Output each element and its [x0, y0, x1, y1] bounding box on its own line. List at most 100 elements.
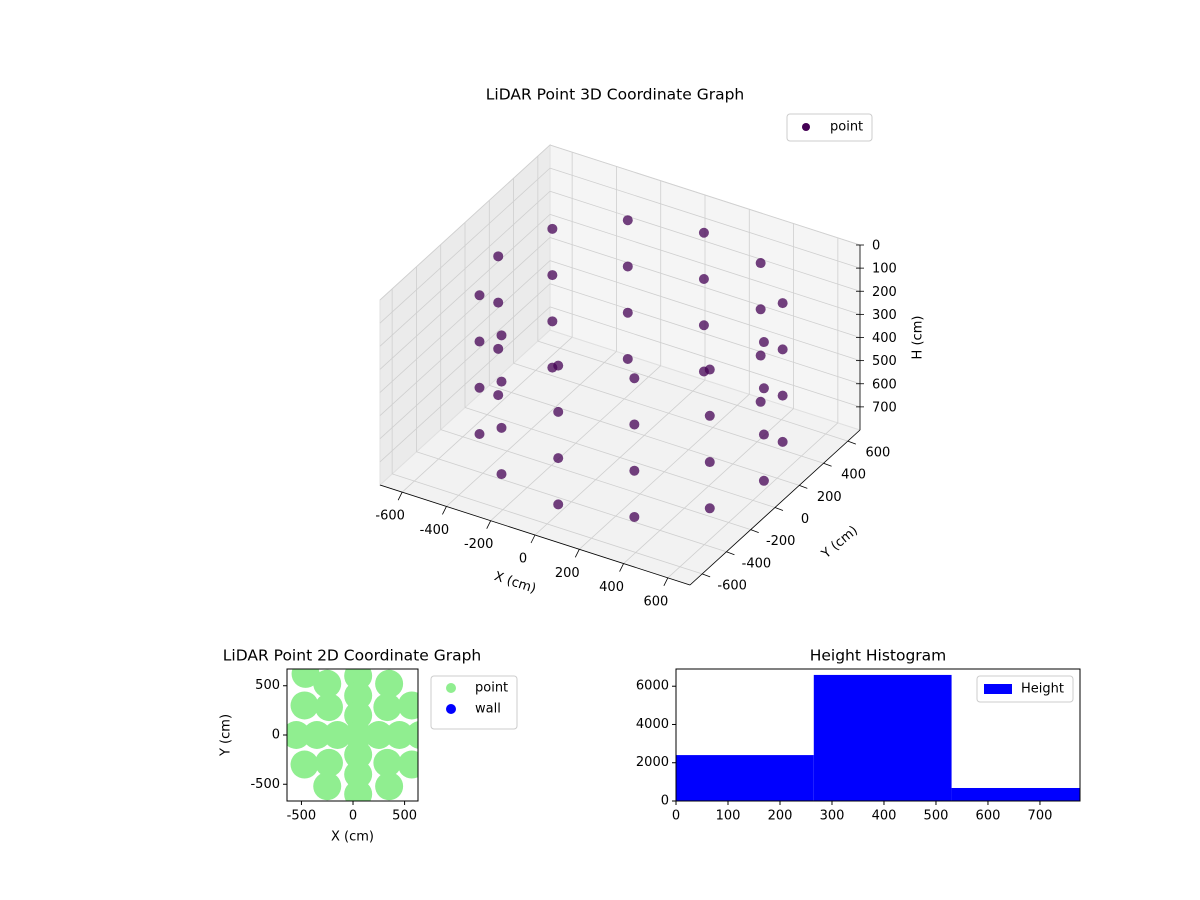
tick-mark: [574, 549, 580, 558]
y-tick-label: 200: [817, 490, 842, 505]
x-tick-label: -200: [464, 537, 494, 552]
grid-line: [549, 144, 861, 246]
y-tick-label: 600: [865, 446, 890, 461]
point: [373, 748, 402, 777]
x-tick-label: 300: [820, 809, 845, 824]
point: [474, 429, 485, 440]
chart-title: Height Histogram: [810, 647, 947, 665]
point: [314, 693, 343, 722]
point: [553, 499, 564, 510]
grid-line: [379, 306, 551, 463]
z-tick-label: 500: [872, 354, 897, 369]
z-tick-label: 300: [872, 308, 897, 323]
point: [704, 503, 715, 514]
legend-marker: [446, 683, 456, 693]
point: [474, 290, 485, 301]
point: [704, 364, 715, 375]
grid-line: [549, 213, 861, 315]
tick-mark: [619, 563, 624, 572]
point: [698, 320, 709, 331]
point: [493, 297, 504, 308]
point: [344, 701, 373, 730]
x-tick-label: 500: [924, 809, 949, 824]
point: [629, 419, 640, 430]
x-axis-label: X (cm): [331, 830, 374, 845]
grid-line: [549, 190, 861, 292]
tick-mark: [823, 462, 832, 467]
tick-mark: [442, 506, 447, 515]
point: [547, 316, 558, 327]
x-tick-label: 0: [349, 809, 357, 824]
point: [291, 669, 320, 688]
point: [474, 382, 485, 393]
point: [474, 336, 485, 347]
point: [777, 344, 788, 355]
point: [290, 750, 319, 779]
y-tick-label: 0: [801, 512, 809, 527]
bar: [813, 674, 952, 801]
y-tick-label: 6000: [636, 679, 669, 694]
point: [287, 721, 311, 749]
x-tick-label: 600: [976, 809, 1001, 824]
y-tick-label: 0: [272, 728, 280, 743]
point: [344, 721, 373, 749]
point: [755, 396, 766, 407]
grid-line: [379, 237, 551, 393]
point: [313, 669, 342, 698]
y-tick-label: -200: [766, 534, 796, 549]
point: [364, 721, 393, 749]
point: [375, 772, 404, 801]
z-tick-label: 200: [872, 285, 897, 300]
point: [553, 406, 564, 417]
point: [758, 337, 769, 348]
point: [493, 390, 504, 401]
point: [777, 390, 788, 401]
x-tick-label: 0: [672, 809, 680, 824]
grid-line: [489, 384, 800, 486]
legend-marker: [984, 684, 1012, 694]
grid-line: [392, 473, 703, 575]
z-tick-label: 400: [872, 331, 897, 346]
y-tick-label: 500: [255, 678, 280, 693]
grid-line: [379, 167, 551, 324]
point: [622, 215, 633, 226]
chart-title: LiDAR Point 2D Coordinate Graph: [223, 647, 481, 665]
x-tick-label: 400: [599, 580, 624, 595]
legend-marker: [802, 123, 810, 131]
x-tick-label: 200: [768, 809, 793, 824]
point: [496, 469, 507, 480]
x-tick-label: 200: [555, 566, 580, 581]
tick-mark: [702, 573, 711, 578]
grid-line: [549, 167, 861, 269]
tick-mark: [530, 534, 536, 544]
x-axis-line: [379, 484, 691, 586]
point: [777, 436, 788, 447]
plot-area: [287, 669, 418, 801]
point: [344, 681, 373, 710]
axes-frame: [286, 668, 419, 802]
z-tick-label: 0: [872, 239, 880, 254]
point: [385, 721, 414, 749]
chart-title: LiDAR Point 3D Coordinate Graph: [486, 86, 744, 104]
y-tick-label: -500: [250, 777, 280, 792]
grid-line: [549, 306, 861, 408]
grid-line: [379, 144, 551, 301]
y-tick-label: 2000: [636, 755, 669, 770]
point: [290, 691, 319, 720]
point: [629, 465, 640, 476]
grid-line: [379, 283, 551, 440]
tick-mark: [486, 520, 492, 529]
grid-line: [379, 260, 551, 416]
point: [553, 453, 564, 464]
legend-marker: [446, 704, 456, 714]
point: [758, 475, 769, 486]
point: [629, 511, 640, 522]
point: [622, 261, 633, 272]
x-tick-label: 100: [716, 809, 741, 824]
tick-mark: [774, 507, 784, 511]
grid-line: [549, 283, 861, 385]
grid-line: [416, 451, 727, 553]
point: [493, 251, 504, 262]
x-axis-label: X (cm): [492, 569, 538, 597]
